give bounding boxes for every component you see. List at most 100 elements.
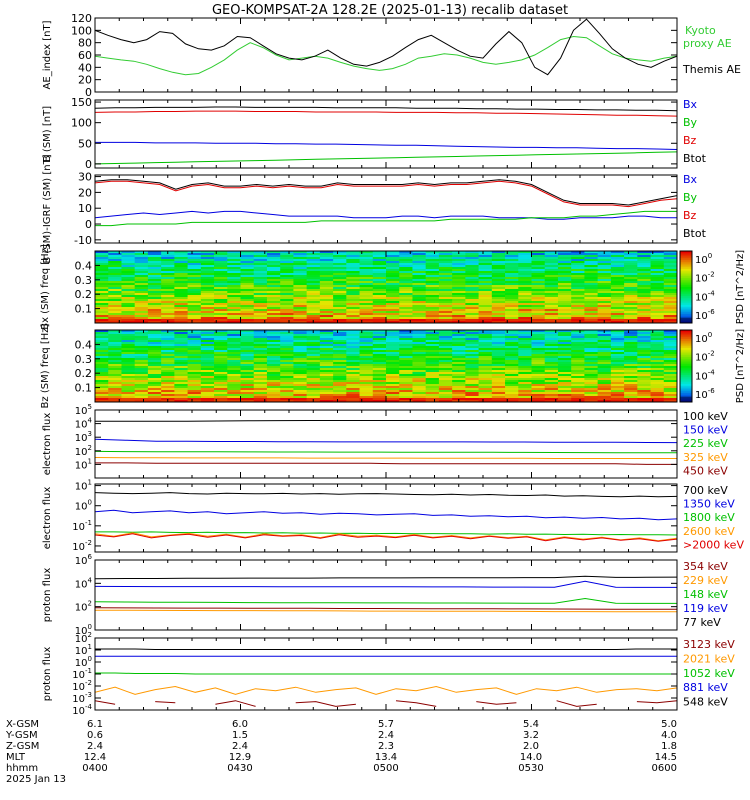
spectrogram-cell <box>359 267 374 270</box>
spectrogram-cell <box>293 362 308 365</box>
spectrogram-cell <box>372 307 387 310</box>
spectrogram-cell <box>637 297 652 300</box>
spectrogram-cell <box>121 374 136 377</box>
spectrogram-cell <box>372 309 387 312</box>
spectrogram-cell <box>333 259 347 262</box>
spectrogram-cell <box>650 319 665 322</box>
spectrogram-cell <box>227 297 242 300</box>
spectrogram-cell <box>95 390 109 393</box>
spectrogram-cell <box>518 293 533 296</box>
spectrogram-cell <box>333 289 347 292</box>
spectrogram-cell <box>346 317 361 320</box>
spectrogram-cell <box>253 344 268 347</box>
spectrogram-cell <box>319 309 334 312</box>
spectrogram-cell <box>557 360 572 363</box>
spectrogram-cell <box>386 390 400 393</box>
spectrogram-cell <box>425 392 440 395</box>
spectrogram-cell <box>214 269 228 272</box>
spectrogram-cell <box>505 275 519 278</box>
spectrogram-cell <box>584 321 599 323</box>
orbit-axis-table: X-GSM 6.1 6.0 5.7 5.4 5.0Y-GSM 0.6 1.5 2.4 3.2 4.0… <box>5 719 677 785</box>
spectrogram-cell <box>214 384 228 387</box>
spectrogram-cell <box>438 261 453 264</box>
spectrogram-cell <box>200 336 215 339</box>
spectrogram-cell <box>108 259 123 262</box>
spectrogram-cell <box>121 263 136 266</box>
spectrogram-cell <box>108 338 123 341</box>
spectrogram-cell <box>412 392 427 395</box>
spectrogram-cell <box>478 392 493 395</box>
spectrogram-cell <box>452 392 466 395</box>
spectrogram-cell <box>650 317 665 320</box>
spectrogram-cell <box>518 390 533 393</box>
spectrogram-cell <box>174 297 189 300</box>
spectrogram-cell <box>346 295 361 298</box>
spectrogram-cell <box>174 352 189 355</box>
spectrogram-cell <box>359 378 374 381</box>
spectrogram-cell <box>108 283 123 286</box>
spectrogram-cell <box>95 350 109 353</box>
spectrogram-cell <box>624 398 638 401</box>
spectrogram-cell <box>438 295 453 298</box>
spectrogram-cell <box>478 340 493 343</box>
spectrogram-cell <box>663 374 677 377</box>
spectrogram-cell <box>372 257 387 260</box>
spectrogram-cell <box>438 400 453 402</box>
spectrogram-cell <box>663 384 677 387</box>
spectrogram-cell <box>372 265 387 268</box>
spectrogram-cell <box>465 269 480 272</box>
colorbar-cell <box>680 258 692 261</box>
spectrogram-cell <box>174 267 189 270</box>
spectrogram-cell <box>266 380 281 383</box>
spectrogram-cell <box>412 338 427 341</box>
spectrogram-cell <box>425 319 440 322</box>
spectrogram-cell <box>134 372 149 375</box>
spectrogram-cell <box>280 372 295 375</box>
spectrogram-cell <box>333 273 347 276</box>
spectrogram-cell <box>544 398 559 401</box>
spectrogram-cell <box>650 378 665 381</box>
spectrogram-cell <box>333 362 347 365</box>
spectrogram-cell <box>610 382 625 385</box>
spectrogram-cell <box>386 265 400 268</box>
spectrogram-cell <box>95 338 109 341</box>
spectrogram-cell <box>531 287 546 290</box>
spectrogram-cell <box>399 255 414 258</box>
spectrogram-cell <box>346 253 361 256</box>
spectrogram-cell <box>372 382 387 385</box>
spectrogram-cell <box>214 293 228 296</box>
y-axis-label: proton flux <box>42 568 53 623</box>
spectrogram-cell <box>174 392 189 395</box>
spectrogram-cell <box>399 277 414 280</box>
spectrogram-cell <box>372 380 387 383</box>
spectrogram-cell <box>478 334 493 337</box>
spectrogram-cell <box>187 376 202 379</box>
spectrogram-cell <box>359 350 374 353</box>
spectrogram-cell <box>544 366 559 369</box>
spectrogram-cell <box>187 317 202 320</box>
spectrogram-cell <box>399 384 414 387</box>
spectrogram-cell <box>544 334 559 337</box>
legend-label: Bx <box>683 98 698 111</box>
spectrogram-cell <box>438 305 453 308</box>
spectrogram-cell <box>227 309 242 312</box>
spectrogram-cell <box>597 344 612 347</box>
spectrogram-cell <box>319 336 334 339</box>
spectrogram-cell <box>663 366 677 369</box>
spectrogram-cell <box>610 291 625 294</box>
spectrogram-cell <box>438 358 453 361</box>
spectrogram-cell <box>465 263 480 266</box>
spectrogram-cell <box>227 336 242 339</box>
spectrogram-cell <box>571 394 586 397</box>
spectrogram-cell <box>134 313 149 316</box>
spectrogram-cell <box>637 342 652 345</box>
spectrogram-cell <box>624 267 638 270</box>
spectrogram-cell <box>624 283 638 286</box>
spectrogram-cell <box>227 378 242 381</box>
spectrogram-cell <box>161 289 175 292</box>
spectrogram-cell <box>161 301 175 304</box>
spectrogram-cell <box>253 273 268 276</box>
spectrogram-cell <box>134 396 149 399</box>
spectrogram-cell <box>147 336 162 339</box>
